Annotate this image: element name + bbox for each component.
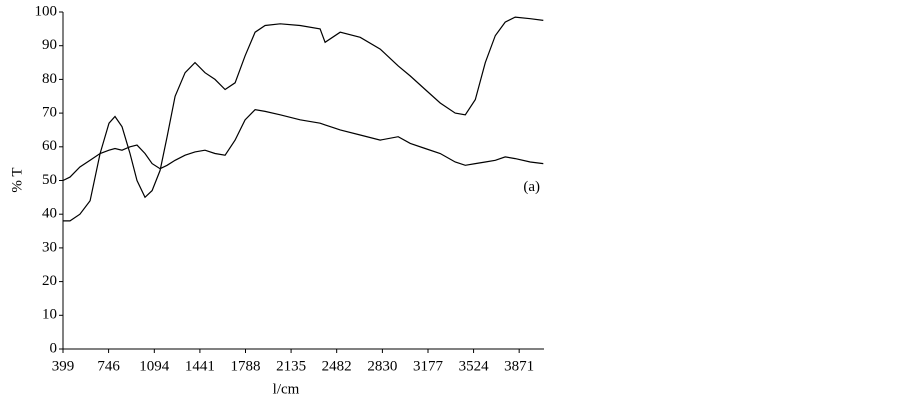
x-tick-label: 3177 xyxy=(413,358,444,374)
y-tick-label: 0 xyxy=(50,340,58,356)
x-tick-label: 3524 xyxy=(459,358,490,374)
y-tick-label: 90 xyxy=(42,37,57,53)
y-tick-label: 60 xyxy=(42,138,57,154)
x-tick-label: 1441 xyxy=(185,358,215,374)
x-tick-label: 1094 xyxy=(139,358,170,374)
x-tick-label: 399 xyxy=(52,358,75,374)
y-axis-label: % T xyxy=(9,167,25,192)
y-tick-label: 30 xyxy=(42,239,57,255)
y-tick-label: 10 xyxy=(42,307,57,323)
x-tick-label: 2830 xyxy=(367,358,397,374)
y-tick-label: 20 xyxy=(42,273,57,289)
y-tick-label: 50 xyxy=(42,172,57,188)
x-tick-label: 1788 xyxy=(230,358,260,374)
x-axis-label: l/cm xyxy=(273,381,300,397)
x-tick-label: 3871 xyxy=(504,358,534,374)
x-tick-label: 746 xyxy=(97,358,120,374)
y-tick-label: 40 xyxy=(42,206,57,222)
series-annotation: (a) xyxy=(523,179,540,195)
y-tick-label: 70 xyxy=(42,105,57,121)
y-tick-label: 100 xyxy=(35,3,58,19)
spectrum-line xyxy=(62,109,544,182)
x-tick-label: 2135 xyxy=(276,358,306,374)
y-tick-label: 80 xyxy=(42,71,57,87)
x-tick-label: 2482 xyxy=(322,358,352,374)
spectrum-line xyxy=(63,16,544,222)
